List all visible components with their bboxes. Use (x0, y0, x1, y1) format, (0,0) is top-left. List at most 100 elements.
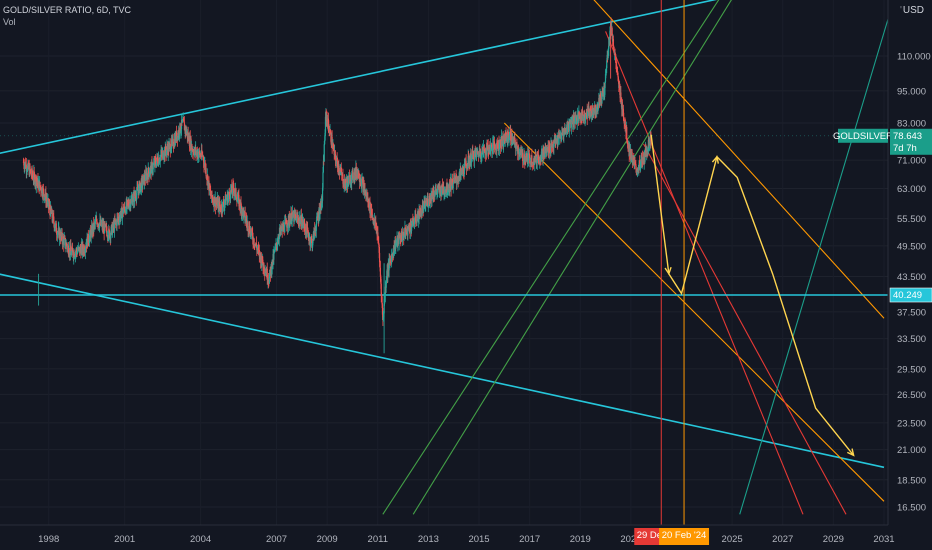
candle-body (237, 194, 239, 199)
candle-body (615, 56, 617, 63)
candle-body (413, 223, 415, 226)
candle-body (31, 168, 33, 175)
candle-body (408, 224, 410, 228)
candle-body (421, 205, 424, 214)
candle-body (562, 132, 564, 136)
candle-body (440, 192, 443, 196)
candle-body (50, 205, 52, 211)
candle-body (34, 182, 36, 184)
candle-body (419, 208, 421, 217)
candle-body (162, 150, 164, 159)
candle-body (291, 221, 293, 223)
symbol-title[interactable]: GOLD/SILVER RATIO, 6D, TVC (3, 5, 132, 15)
candle-body (274, 251, 276, 253)
candle-body (552, 144, 554, 147)
candle-body (332, 145, 334, 148)
candle-body (491, 148, 493, 152)
candle-body (434, 191, 436, 193)
candle-body (226, 199, 228, 200)
candle-body (630, 158, 632, 160)
candle-body (635, 169, 637, 173)
candle-body (477, 151, 479, 155)
candle-body (478, 153, 480, 157)
y-tick-label: 21.000 (897, 445, 926, 456)
candle-body (144, 175, 146, 180)
candle-body (598, 97, 600, 103)
candle-body (623, 117, 625, 120)
volume-indicator-label[interactable]: Vol (3, 17, 16, 27)
candle-body (483, 148, 486, 153)
candle-body (309, 242, 312, 245)
candle-body (52, 214, 54, 217)
y-tick-label: 26.500 (897, 390, 926, 401)
candle-body (416, 215, 419, 219)
candle-body (348, 176, 350, 184)
candle-body (75, 251, 77, 253)
candle-body (197, 154, 200, 158)
candle-body (136, 186, 139, 188)
candle-body (154, 158, 156, 160)
candle-body (402, 231, 404, 236)
candle-body (142, 182, 144, 186)
candle-body (39, 182, 41, 187)
candle-body (339, 170, 342, 172)
candle-body (221, 205, 223, 211)
candle-body (237, 198, 239, 200)
candle-body (219, 206, 221, 208)
candle-body (140, 178, 143, 191)
candle-body (200, 154, 202, 157)
candle-body (386, 276, 388, 283)
candle-body (324, 132, 326, 141)
candle-body (349, 183, 352, 185)
candle-body (79, 247, 81, 253)
candle-body (409, 223, 411, 233)
candle-body (411, 217, 414, 227)
candle-body (304, 225, 306, 230)
candle-body (529, 163, 531, 165)
candle-body (473, 152, 476, 162)
candle-body (284, 222, 286, 233)
candle-body (70, 245, 72, 252)
candle-body (240, 202, 242, 206)
candle-body (72, 250, 74, 256)
candle-body (275, 243, 277, 246)
candle-body (195, 152, 198, 154)
candle-body (567, 121, 570, 130)
x-tick-label: 2021 (620, 534, 641, 545)
y-tick-label: 49.500 (897, 241, 926, 252)
candle-body (588, 111, 590, 117)
candle-body (594, 110, 597, 116)
candle-body (315, 230, 317, 232)
candle-body (626, 127, 628, 140)
candle-body (192, 149, 194, 153)
candle-body (467, 156, 469, 167)
candle-body (644, 150, 646, 163)
candle-body (57, 228, 59, 233)
candle-body (229, 199, 231, 200)
candle-body (620, 92, 622, 104)
trend-line (382, 0, 720, 515)
candle-body (570, 120, 572, 128)
candle-body (205, 176, 208, 178)
candle-body (438, 186, 441, 193)
candle-body (573, 121, 575, 124)
candle-body (79, 247, 82, 250)
candle-body (170, 139, 173, 149)
candle-body (57, 232, 59, 234)
candle-body (130, 204, 132, 208)
candle-body (315, 223, 317, 231)
candle-body (107, 236, 109, 239)
candle-body (71, 251, 73, 256)
candle-body (635, 164, 637, 170)
candle-body (576, 120, 578, 125)
candle-body (231, 185, 233, 192)
y-tick-label: 33.500 (897, 334, 926, 345)
candle-body (407, 227, 409, 230)
candle-body (274, 247, 276, 252)
projection-arrowhead (664, 266, 672, 276)
candle-body (640, 160, 642, 164)
candle-body (468, 156, 470, 158)
candle-body (155, 161, 158, 167)
candle-body (304, 229, 306, 231)
